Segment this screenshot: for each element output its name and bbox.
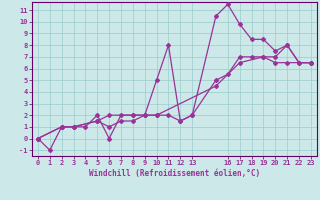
X-axis label: Windchill (Refroidissement éolien,°C): Windchill (Refroidissement éolien,°C) [89, 169, 260, 178]
